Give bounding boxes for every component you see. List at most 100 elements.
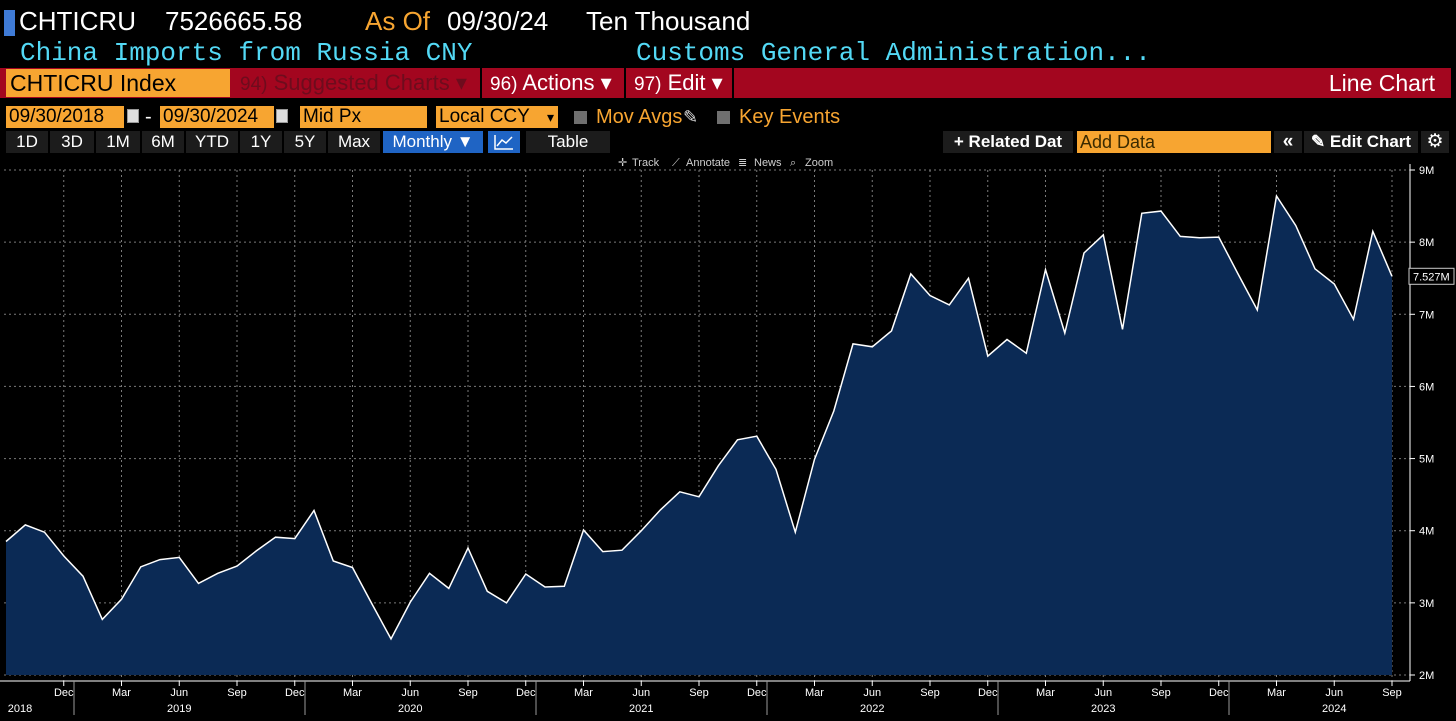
data-point <box>622 550 623 551</box>
calendar-icon[interactable] <box>127 109 139 123</box>
security-description: China Imports from Russia CNY <box>20 38 473 68</box>
key-events-checkbox[interactable] <box>717 111 730 124</box>
x-tick-label: Sep <box>227 687 247 699</box>
line-chart[interactable]: 2M 3M 4M 5M 6M 7M 8M 9M Dec Mar Jun Sep Dec Mar Jun Se… <box>0 154 1456 721</box>
data-point <box>910 273 911 274</box>
collapse-icon[interactable]: « <box>1274 131 1302 153</box>
range-5y-button[interactable]: 5Y <box>284 131 326 153</box>
data-point <box>1276 196 1277 197</box>
add-data-input[interactable]: Add Data <box>1077 131 1271 153</box>
data-point <box>1064 333 1065 334</box>
suggested-charts-menu[interactable]: 94) Suggested Charts ▾ <box>232 68 482 98</box>
track-icon[interactable]: ✛ <box>618 157 627 169</box>
data-point <box>660 509 661 510</box>
ticker: CHTICRU <box>19 6 136 36</box>
range-1m-button[interactable]: 1M <box>96 131 140 153</box>
zoom-button[interactable]: Zoom <box>805 157 833 169</box>
x-axis: Dec Mar Jun Sep Dec Mar Jun Sep Dec Mar Jun Sep Dec M… <box>0 680 1410 715</box>
data-point <box>699 496 700 497</box>
zoom-icon[interactable]: ⌕ <box>790 157 796 169</box>
mov-avgs-checkbox[interactable] <box>574 111 587 124</box>
command-bar: CHTICRU Index 94) Suggested Charts ▾ 96)… <box>0 68 1451 98</box>
currency-select[interactable]: Local CCY ▾ <box>436 106 558 128</box>
cursor-marker <box>4 10 15 36</box>
x-tick-label: Sep <box>1151 687 1171 699</box>
key-events-label: Key Events <box>739 106 841 128</box>
annotate-icon[interactable]: ⟋ <box>672 157 680 169</box>
x-tick-label: Jun <box>401 687 419 699</box>
data-point <box>429 573 430 574</box>
data-point <box>679 491 680 492</box>
series-area-fill <box>6 196 1392 675</box>
x-tick-label: Jun <box>170 687 188 699</box>
data-point <box>44 532 45 533</box>
data-point <box>410 602 411 603</box>
chart-type-label: Line Chart <box>1328 70 1435 96</box>
start-date-field[interactable]: 09/30/2018 <box>6 106 124 128</box>
x-year-label: 2022 <box>860 703 884 715</box>
table-button[interactable]: Table <box>526 131 610 153</box>
calendar-icon[interactable] <box>276 109 288 123</box>
frequency-select[interactable]: Monthly ▼ <box>383 131 483 153</box>
x-year-label: 2020 <box>398 703 422 715</box>
data-source: Customs General Administration... <box>636 38 1151 68</box>
data-point <box>1334 284 1335 285</box>
suggested-label: Suggested Charts ▾ <box>273 70 467 95</box>
date-range-row: 09/30/2018 - 09/30/2024 Mid Px Local CCY… <box>0 104 1456 130</box>
track-button[interactable]: Track <box>632 157 660 169</box>
data-point <box>217 573 218 574</box>
annotate-button[interactable]: Annotate <box>686 157 730 169</box>
data-point <box>314 510 315 511</box>
edit-menu[interactable]: 97) Edit ▾ <box>626 68 734 98</box>
data-point <box>160 559 161 560</box>
data-point <box>795 532 796 533</box>
data-point <box>872 346 873 347</box>
line-chart-icon[interactable] <box>488 131 520 153</box>
data-point <box>1372 231 1373 232</box>
x-tick-label: Jun <box>863 687 881 699</box>
data-point <box>6 541 7 542</box>
data-point <box>1180 236 1181 237</box>
y-tick-label: 6M <box>1419 381 1434 393</box>
data-point <box>1392 276 1393 277</box>
data-point <box>448 588 449 589</box>
data-point <box>487 591 488 592</box>
range-1y-button[interactable]: 1Y <box>240 131 282 153</box>
x-tick-label: Sep <box>689 687 709 699</box>
data-point <box>756 436 757 437</box>
range-1d-button[interactable]: 1D <box>6 131 48 153</box>
data-point <box>1238 273 1239 274</box>
range-ytd-button[interactable]: YTD <box>186 131 238 153</box>
news-icon[interactable]: ≣ <box>738 157 747 169</box>
gear-icon[interactable]: ⚙ <box>1421 131 1449 153</box>
data-point <box>641 530 642 531</box>
y-tick-label: 7M <box>1419 309 1434 321</box>
data-point <box>468 548 469 549</box>
edit-chart-button[interactable]: ✎ Edit Chart <box>1304 131 1418 153</box>
data-point <box>102 619 103 620</box>
related-data-button[interactable]: + Related Dat <box>943 131 1073 153</box>
data-point <box>25 524 26 525</box>
y-tick-label: 8M <box>1419 237 1434 249</box>
x-tick-label: Mar <box>343 687 362 699</box>
range-6m-button[interactable]: 6M <box>142 131 184 153</box>
x-year-label: 2019 <box>167 703 191 715</box>
data-point <box>140 566 141 567</box>
price-field-select[interactable]: Mid Px <box>300 106 427 128</box>
security-input[interactable]: CHTICRU Index <box>6 69 230 97</box>
currency-value: Local CCY <box>439 106 530 127</box>
x-tick-label: Jun <box>1094 687 1112 699</box>
data-point <box>294 538 295 539</box>
suggested-num: 94) <box>240 74 268 95</box>
units-label: Ten Thousand <box>586 6 751 36</box>
range-3d-button[interactable]: 3D <box>50 131 94 153</box>
data-point <box>1161 211 1162 212</box>
pencil-icon[interactable]: ✎ <box>683 107 699 127</box>
actions-menu[interactable]: 96) Actions ▾ <box>482 68 626 98</box>
news-button[interactable]: News <box>754 157 782 169</box>
x-tick-label: Dec <box>516 687 536 699</box>
data-point <box>1218 237 1219 238</box>
range-max-button[interactable]: Max <box>328 131 380 153</box>
end-date-field[interactable]: 09/30/2024 <box>160 106 274 128</box>
data-point <box>371 603 372 604</box>
